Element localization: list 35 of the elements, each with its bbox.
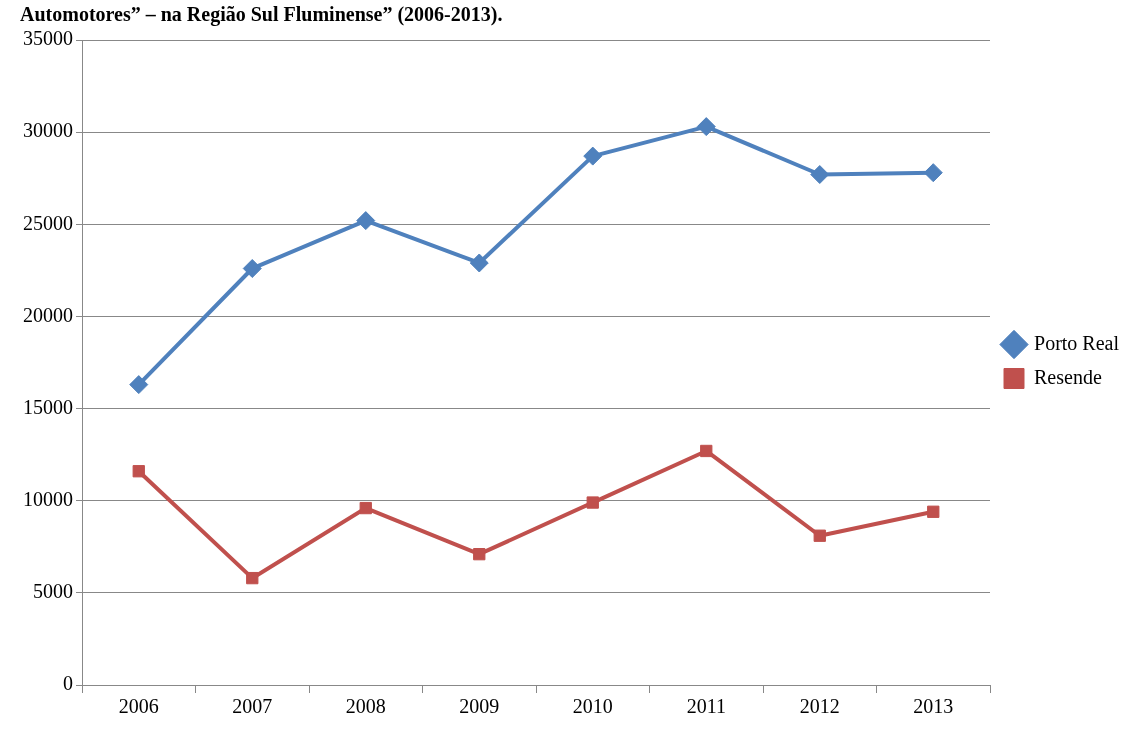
x-tick-label: 2008 <box>345 695 386 718</box>
point <box>923 163 943 183</box>
point <box>696 117 716 137</box>
legend-label: Resende <box>1034 365 1102 388</box>
y-tick-label: 15000 <box>23 395 73 418</box>
point <box>246 571 259 585</box>
y-tick-label: 30000 <box>23 119 73 142</box>
point <box>356 211 376 231</box>
x-tick-label: 2009 <box>459 695 500 718</box>
y-tick-label: 0 <box>63 672 73 695</box>
chart-title: Automotores” – na Região Sul Fluminense” (2006-2013). <box>20 3 503 27</box>
point <box>813 529 826 542</box>
point <box>810 165 830 185</box>
legend-label: Porto Real <box>1034 331 1120 354</box>
x-tick-label: 2007 <box>232 695 273 718</box>
point <box>586 496 599 509</box>
point <box>927 505 940 518</box>
point <box>473 548 486 561</box>
y-tick-label: 10000 <box>23 487 73 510</box>
point <box>242 259 262 279</box>
x-tick-label: 2013 <box>913 695 954 718</box>
point <box>129 375 149 395</box>
x-tick-label: 2012 <box>799 695 840 718</box>
y-tick-label: 20000 <box>23 303 73 326</box>
x-tick-label: 2011 <box>686 695 726 718</box>
y-tick-label: 5000 <box>33 580 73 603</box>
x-tick-label: 2006 <box>118 695 159 718</box>
point <box>583 146 603 166</box>
point <box>469 253 489 273</box>
y-tick-label: 35000 <box>23 27 73 50</box>
point <box>700 444 713 458</box>
point <box>359 501 372 515</box>
point <box>132 465 145 478</box>
x-tick-label: 2010 <box>572 695 613 718</box>
y-tick-label: 25000 <box>23 211 73 234</box>
